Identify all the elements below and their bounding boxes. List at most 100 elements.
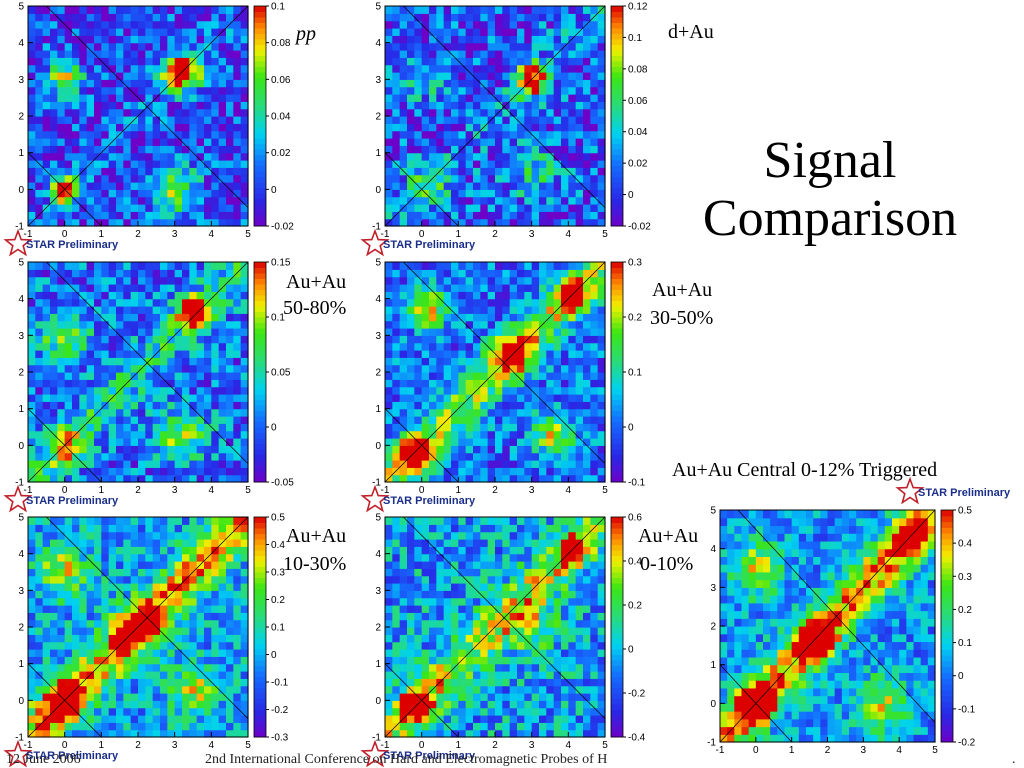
heatmap-cell [524, 72, 533, 80]
heatmap-cell [531, 460, 540, 468]
heatmap-cell [167, 57, 176, 66]
heatmap-cell [116, 204, 124, 212]
heatmap-cell [429, 94, 437, 102]
heatmap-cell [561, 328, 569, 336]
heatmap-cell [182, 94, 190, 102]
heatmap-cell [50, 408, 58, 417]
heatmap-cell [458, 313, 467, 322]
heatmap-cell [196, 13, 205, 22]
heatmap-cell [174, 269, 183, 278]
heatmap-cell [385, 649, 393, 657]
heatmap-cell [116, 64, 124, 73]
heatmap-cell [79, 590, 88, 599]
heatmap-cell [487, 6, 496, 14]
heatmap-cell [152, 553, 161, 562]
heatmap-cell [152, 693, 161, 701]
star-icon [3, 739, 33, 768]
heatmap-cell [480, 211, 489, 220]
heatmap-cell [160, 634, 168, 643]
heatmap-cell [240, 634, 249, 643]
heatmap-cell [487, 211, 496, 220]
heatmap-cell [583, 20, 591, 29]
heatmap-cell [196, 364, 205, 373]
heatmap-cell [101, 160, 110, 168]
heatmap-cell [57, 64, 66, 73]
heatmap-cell [561, 79, 569, 88]
heatmap-cell [167, 627, 176, 635]
heatmap-cell [196, 517, 205, 525]
heatmap-cell [553, 364, 562, 373]
heatmap-cell [64, 6, 73, 14]
heatmap-cell [57, 685, 66, 694]
heatmap-cell [130, 79, 139, 88]
heatmap-cell [233, 123, 242, 132]
heatmap-cell [108, 313, 117, 322]
colorbar-step [254, 410, 266, 417]
heatmap-cell [204, 13, 212, 22]
colorbar-step [611, 454, 623, 461]
heatmap-cell [123, 160, 132, 168]
heatmap-cell [414, 335, 423, 344]
heatmap-cell [138, 707, 146, 716]
heatmap-cell [211, 152, 220, 161]
heatmap-cell [218, 729, 227, 738]
heatmap-cell [414, 101, 423, 110]
heatmap-cell [167, 13, 176, 22]
heatmap-cell [42, 524, 51, 533]
heatmap-cell [145, 42, 154, 51]
heatmap-cell [443, 423, 452, 432]
heatmap-cell [42, 722, 51, 731]
heatmap-cell [473, 269, 481, 278]
heatmap-cell [160, 64, 168, 73]
colorbar-step [611, 366, 623, 373]
heatmap-cell [487, 86, 496, 95]
heatmap-cell [123, 517, 132, 525]
heatmap-cell [86, 42, 95, 51]
heatmap-cell [196, 401, 205, 410]
heatmap-cell [509, 460, 518, 468]
heatmap-cell [583, 445, 591, 454]
heatmap-cell [189, 597, 198, 606]
heatmap-cell [392, 276, 401, 285]
heatmap-cell [116, 79, 124, 88]
heatmap-cell [204, 452, 212, 461]
heatmap-cell [597, 408, 606, 417]
heatmap-cell [509, 342, 518, 351]
heatmap-cell [561, 335, 569, 344]
heatmap-cell [57, 313, 66, 322]
heatmap-cell [28, 416, 36, 424]
heatmap-cell [575, 204, 584, 212]
heatmap-cell [138, 284, 146, 292]
heatmap-cell [495, 291, 503, 300]
heatmap-cell [72, 211, 80, 220]
heatmap-cell [79, 298, 88, 307]
heatmap-cell [130, 663, 139, 672]
heatmap-cell [597, 50, 606, 58]
heatmap-cell [138, 430, 146, 439]
heatmap-cell [465, 401, 474, 410]
heatmap-cell [392, 320, 401, 329]
heatmap-cell [407, 108, 415, 117]
heatmap-cell [174, 517, 183, 525]
heatmap-cell [130, 108, 139, 117]
heatmap-cell [502, 342, 511, 351]
heatmap-cell [204, 605, 212, 613]
heatmap-cell [517, 182, 525, 190]
heatmap-cell [458, 72, 467, 80]
x-tick-label: 4 [566, 229, 572, 240]
heatmap-cell [64, 575, 73, 584]
heatmap-cell [123, 145, 132, 154]
heatmap-cell [473, 28, 481, 36]
heatmap-cell [436, 364, 445, 373]
heatmap-cell [182, 467, 190, 476]
heatmap-cell [240, 130, 249, 139]
heatmap-cell [101, 685, 110, 694]
heatmap-cell [539, 101, 547, 110]
heatmap-cell [189, 408, 198, 417]
heatmap-cell [211, 167, 220, 176]
star-icon [3, 484, 33, 513]
heatmap-cell [458, 335, 467, 344]
heatmap-cell [218, 438, 227, 446]
heatmap-cell [64, 627, 73, 635]
heatmap-cell [160, 350, 168, 358]
